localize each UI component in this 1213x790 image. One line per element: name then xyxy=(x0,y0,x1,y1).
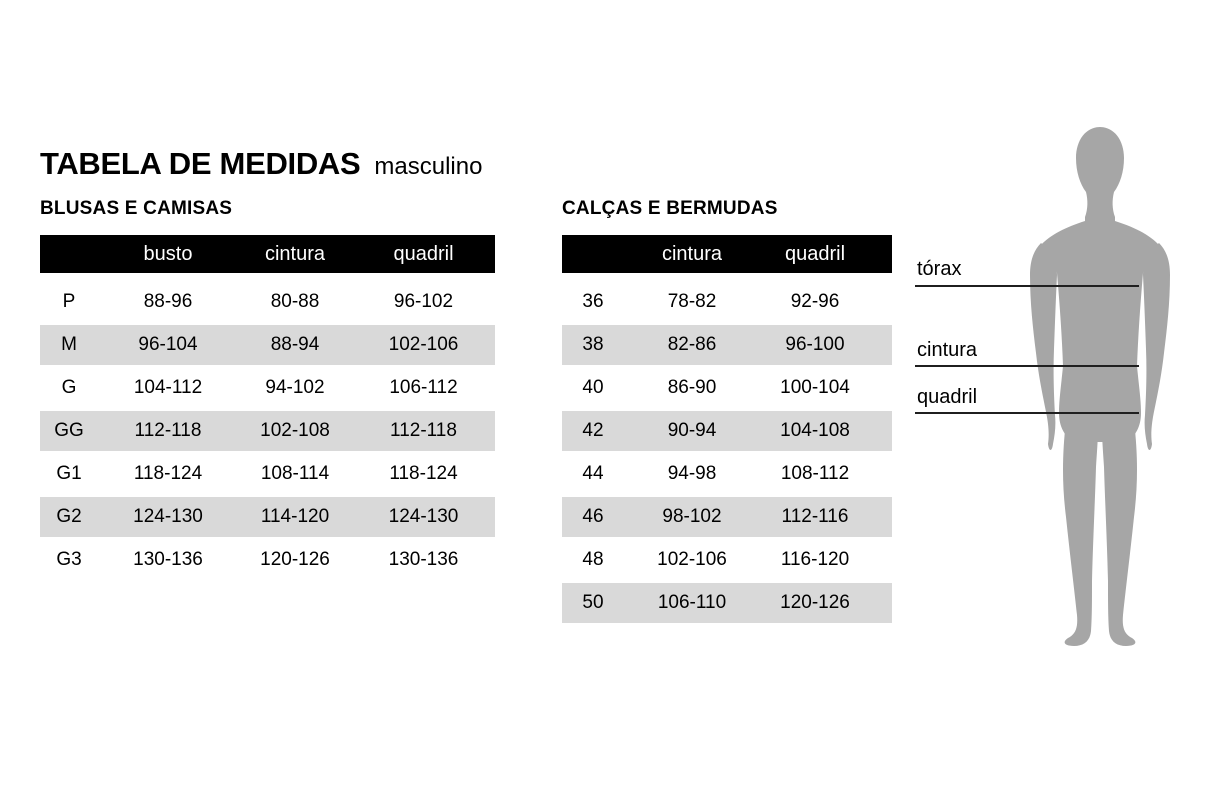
measure-value: 130-136 xyxy=(133,549,203,570)
table-body: P 88-96 80-88 96-102 M 96-104 88-94 102-… xyxy=(40,273,495,580)
table-row: 36 78-82 92-96 xyxy=(562,282,892,322)
section-title-blusas-e-camisas: BLUSAS E CAMISAS xyxy=(40,198,233,219)
measure-value: 108-114 xyxy=(260,463,330,484)
chest-measure-label: tórax xyxy=(917,258,962,280)
size-label: P xyxy=(62,291,76,312)
measure-value: 120-126 xyxy=(260,549,330,570)
size-label: G2 xyxy=(56,506,82,527)
measure-value: 106-112 xyxy=(389,377,458,398)
section-title-calcas-e-bermudas: CALÇAS E BERMUDAS xyxy=(562,198,778,219)
measure-value: 94-98 xyxy=(667,463,717,484)
measure-value: 106-110 xyxy=(657,592,727,613)
measure-value: 124-130 xyxy=(133,506,203,527)
measure-value: 78-82 xyxy=(667,291,717,312)
column-header-busto: busto xyxy=(143,242,193,265)
column-header-cintura: cintura xyxy=(661,242,723,265)
measure-value: 82-86 xyxy=(667,334,717,355)
table-header: cintura quadril xyxy=(562,235,892,273)
hip-measure-label: quadril xyxy=(917,386,978,408)
size-label: M xyxy=(61,334,77,355)
waist-measure-label: cintura xyxy=(917,339,978,361)
measure-value: 118-124 xyxy=(133,463,203,484)
table-row: G2 124-130 114-120 124-130 xyxy=(40,497,495,537)
table-row: 50 106-110 120-126 xyxy=(562,583,892,623)
measure-value: 102-108 xyxy=(260,420,330,441)
column-header-cintura: cintura xyxy=(264,242,326,265)
table-row: G1 118-124 108-114 118-124 xyxy=(40,454,495,494)
measure-value: 130-136 xyxy=(388,549,459,570)
measure-value: 118-124 xyxy=(389,463,458,484)
table-row: 48 102-106 116-120 xyxy=(562,540,892,580)
measure-value: 100-104 xyxy=(780,377,850,398)
measure-value: 98-102 xyxy=(662,506,722,527)
table-row: 38 82-86 96-100 xyxy=(562,325,892,365)
table-row: P 88-96 80-88 96-102 xyxy=(40,282,495,322)
column-header-quadril: quadril xyxy=(784,242,846,265)
table-header: busto cintura quadril xyxy=(40,235,495,273)
page-title-row: TABELA DE MEDIDAS masculino xyxy=(40,146,482,182)
hip-measure-line xyxy=(915,412,1139,414)
size-label: 42 xyxy=(582,420,604,441)
pants-size-table: cintura quadril 36 78-82 92-96 38 82-86 … xyxy=(562,235,892,626)
measure-value: 102-106 xyxy=(657,549,727,570)
size-label: G1 xyxy=(56,463,82,484)
table-row: G 104-112 94-102 106-112 xyxy=(40,368,495,408)
table-row: 44 94-98 108-112 xyxy=(562,454,892,494)
measure-value: 94-102 xyxy=(265,377,325,398)
size-label: 44 xyxy=(582,463,604,484)
table-row: M 96-104 88-94 102-106 xyxy=(40,325,495,365)
table-row: 46 98-102 112-116 xyxy=(562,497,892,537)
measure-value: 96-104 xyxy=(138,334,198,355)
measure-value: 112-118 xyxy=(134,420,202,441)
page-subtitle: masculino xyxy=(374,153,483,180)
measure-value: 108-112 xyxy=(780,463,850,484)
table-row: G3 130-136 120-126 130-136 xyxy=(40,540,495,580)
column-header-quadril: quadril xyxy=(393,242,454,265)
measure-value: 102-106 xyxy=(388,334,459,355)
table-body: 36 78-82 92-96 38 82-86 96-100 40 86-90 … xyxy=(562,273,892,623)
size-label: 36 xyxy=(582,291,604,312)
measure-value: 104-112 xyxy=(133,377,203,398)
size-label: 48 xyxy=(582,549,604,570)
measure-value: 114-120 xyxy=(260,506,330,527)
measure-value: 80-88 xyxy=(270,291,320,312)
measure-value: 86-90 xyxy=(667,377,717,398)
measure-value: 90-94 xyxy=(667,420,717,441)
measure-value: 92-96 xyxy=(790,291,840,312)
table-row: 40 86-90 100-104 xyxy=(562,368,892,408)
size-label: 38 xyxy=(582,334,604,355)
measure-value: 96-100 xyxy=(785,334,845,355)
chest-measure-line xyxy=(915,285,1139,287)
size-label: 50 xyxy=(582,592,604,613)
size-label: GG xyxy=(54,420,84,441)
shirts-size-table: busto cintura quadril P 88-96 80-88 96-1… xyxy=(40,235,495,583)
size-label: G3 xyxy=(56,549,82,570)
table-row: GG 112-118 102-108 112-118 xyxy=(40,411,495,451)
measure-value: 112-116 xyxy=(781,506,849,527)
waist-measure-line xyxy=(915,365,1139,367)
male-body-silhouette xyxy=(1030,127,1170,646)
size-label: G xyxy=(61,377,77,398)
table-row: 42 90-94 104-108 xyxy=(562,411,892,451)
measure-value: 104-108 xyxy=(780,420,850,441)
page-title: TABELA DE MEDIDAS xyxy=(40,146,361,181)
measure-value: 116-120 xyxy=(780,549,850,570)
measure-value: 120-126 xyxy=(780,592,850,613)
size-label: 40 xyxy=(582,377,604,398)
measure-value: 88-94 xyxy=(270,334,320,355)
measure-value: 96-102 xyxy=(393,291,454,312)
measure-value: 88-96 xyxy=(143,291,193,312)
measure-value: 112-118 xyxy=(390,420,457,441)
size-label: 46 xyxy=(582,506,604,527)
measure-value: 124-130 xyxy=(388,506,459,527)
